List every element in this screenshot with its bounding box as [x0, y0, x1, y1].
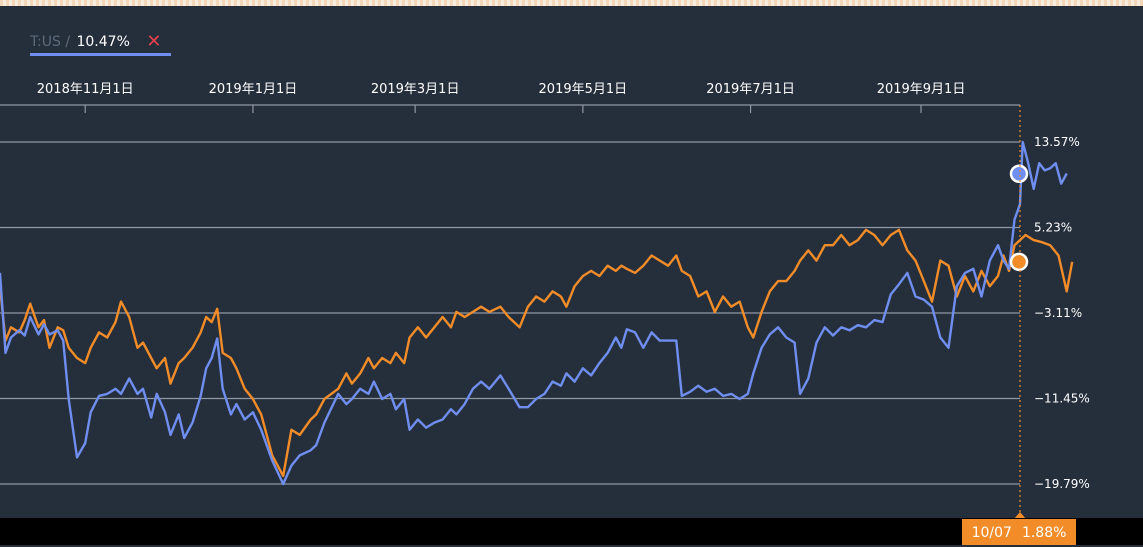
- top-border: [0, 0, 1143, 6]
- cursor-pointer: [1014, 512, 1026, 519]
- bottom-strip: [0, 518, 1143, 545]
- series-end-marker: [1009, 252, 1029, 272]
- x-tick-label: 2019年3月1日: [371, 82, 460, 97]
- legend-value: 10.47%: [76, 34, 130, 50]
- cursor-readout: 10/07 1.88%: [962, 519, 1076, 545]
- y-tick-label: −11.45%: [1034, 392, 1090, 406]
- series-line: [0, 140, 1068, 486]
- x-tick-label: 2019年5月1日: [539, 82, 628, 97]
- y-tick-label: 13.57%: [1034, 135, 1080, 149]
- legend-symbol: T:US /: [30, 34, 71, 50]
- series-end-marker: [1009, 164, 1029, 184]
- close-icon[interactable]: ✕: [146, 31, 162, 52]
- legend-underline: [30, 53, 171, 56]
- x-tick-label: 2019年9月1日: [877, 82, 966, 97]
- y-tick-label: −3.11%: [1034, 306, 1082, 320]
- x-tick-label: 2018年11月1日: [37, 82, 134, 97]
- x-tick-label: 2019年7月1日: [706, 82, 795, 97]
- legend-entry[interactable]: T:US / 10.47% ✕: [30, 31, 162, 54]
- series-line: [0, 228, 1074, 478]
- y-tick-label: 5.23%: [1034, 221, 1072, 235]
- cursor-value: 1.88%: [1021, 525, 1067, 541]
- cursor-date: 10/07: [971, 525, 1012, 541]
- x-tick-label: 2019年1月1日: [209, 82, 298, 97]
- y-tick-label: −19.79%: [1034, 477, 1090, 491]
